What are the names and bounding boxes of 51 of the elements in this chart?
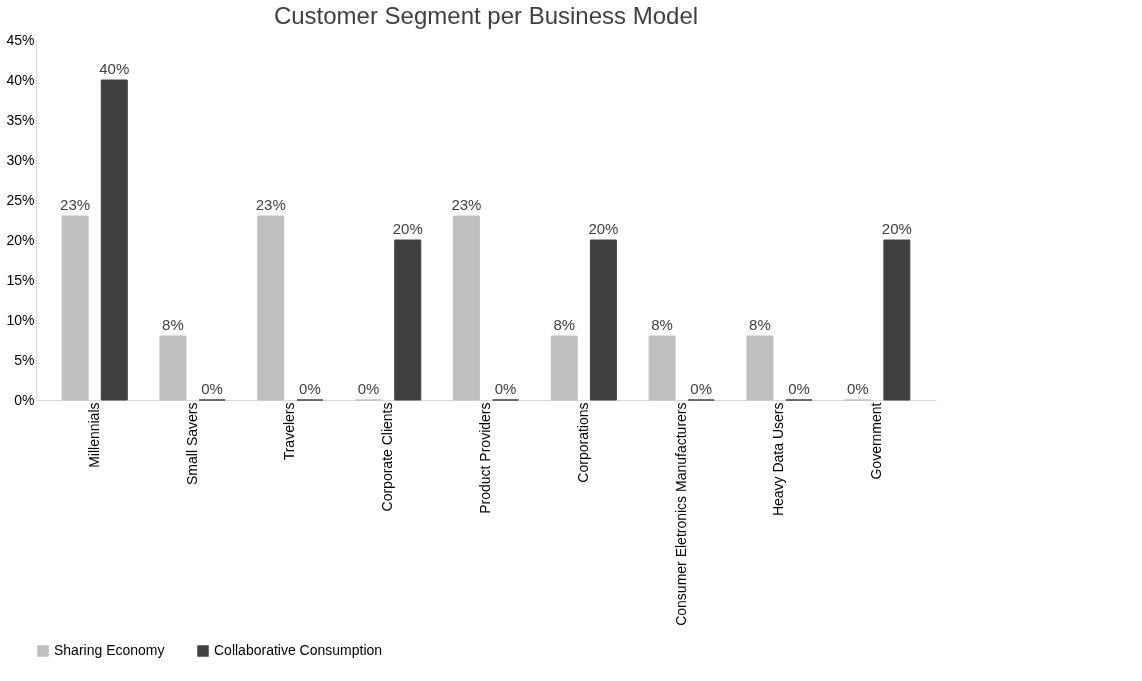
data-label: 23% [451, 196, 482, 213]
bar [394, 239, 422, 401]
data-label: 23% [255, 196, 286, 213]
x-tick-label: Millennials [85, 402, 102, 468]
data-label: 8% [651, 316, 673, 333]
x-tick-label: Small Savers [183, 402, 200, 485]
y-tick-label: 20% [6, 231, 35, 248]
bar [589, 239, 617, 401]
y-tick-label: 30% [6, 151, 35, 168]
y-tick-label: 45% [6, 31, 35, 48]
data-label: 20% [881, 220, 912, 237]
bar [648, 335, 676, 401]
y-tick-label: 0% [14, 391, 35, 408]
x-tick-label: Travelers [281, 402, 298, 461]
data-label: 0% [494, 380, 517, 397]
x-tick-label: Product Providers [477, 402, 493, 514]
data-label: 20% [588, 220, 619, 237]
bar [159, 335, 187, 401]
bar [100, 79, 128, 401]
chart-title: Customer Segment per Business Model [273, 2, 699, 29]
y-tick-label: 15% [6, 271, 35, 288]
bar [257, 215, 285, 401]
data-label: 0% [357, 380, 380, 397]
legend-label: Collaborative Consumption [214, 642, 383, 658]
data-label: 8% [553, 316, 576, 333]
bar [61, 215, 89, 401]
data-label: 0% [846, 380, 869, 397]
bar [746, 335, 774, 401]
data-label: 0% [690, 380, 713, 397]
data-label: 0% [201, 380, 223, 397]
data-label: 0% [788, 380, 810, 397]
x-tick-label: Heavy Data Users [770, 402, 787, 517]
x-tick-label: Consumer Eletronics Manufacturers [672, 402, 689, 626]
data-label: 20% [392, 220, 423, 237]
y-tick-label: 35% [6, 111, 35, 128]
bar [883, 239, 911, 401]
y-tick-label: 10% [6, 311, 35, 328]
y-tick-label: 25% [6, 191, 35, 208]
bar [452, 215, 480, 401]
x-tick-label: Government [868, 402, 885, 480]
y-tick-label: 5% [14, 351, 35, 368]
data-label: 0% [299, 380, 321, 397]
x-tick-label: Corporate Clients [379, 402, 396, 512]
data-label: 8% [749, 316, 771, 333]
bar [550, 335, 578, 401]
data-label: 23% [60, 196, 91, 213]
data-label: 8% [162, 316, 184, 333]
y-tick-label: 40% [6, 71, 35, 88]
data-label: 40% [99, 60, 130, 77]
x-tick-label: Corporations [574, 402, 591, 483]
legend-label: Sharing Economy [54, 642, 165, 658]
